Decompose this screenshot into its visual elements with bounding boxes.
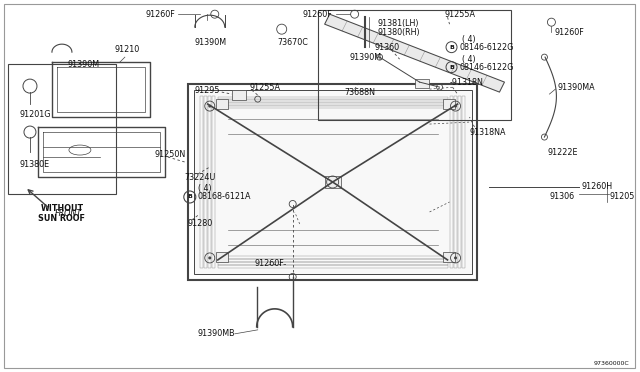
Bar: [188, 84, 477, 280]
Bar: [442, 252, 454, 262]
Text: 91255A: 91255A: [250, 83, 281, 92]
Circle shape: [208, 105, 211, 108]
Text: 91210: 91210: [115, 45, 140, 54]
Text: 91260F: 91260F: [303, 10, 333, 19]
Text: 91390M: 91390M: [195, 38, 227, 46]
Text: 91260H: 91260H: [581, 183, 612, 192]
Bar: [317, 10, 511, 120]
Text: 91380E: 91380E: [20, 160, 50, 169]
Bar: [216, 99, 228, 109]
Bar: [212, 96, 215, 268]
Text: 73670C: 73670C: [278, 38, 308, 46]
Bar: [454, 96, 456, 268]
Bar: [218, 103, 447, 105]
Text: ( 4): ( 4): [461, 35, 475, 44]
Bar: [324, 176, 340, 188]
Text: ( 4): ( 4): [198, 185, 211, 193]
Circle shape: [454, 105, 457, 108]
Text: 91390MB: 91390MB: [197, 329, 235, 339]
Text: ( 4): ( 4): [461, 55, 475, 64]
Bar: [204, 96, 207, 268]
Bar: [218, 256, 447, 259]
Text: 91306: 91306: [549, 192, 574, 202]
Text: 97360000C: 97360000C: [593, 361, 629, 366]
Text: B: B: [449, 45, 454, 49]
Bar: [458, 96, 461, 268]
Text: FRONT: FRONT: [55, 209, 82, 218]
Bar: [461, 96, 465, 268]
Bar: [449, 96, 452, 268]
Bar: [218, 97, 447, 99]
Text: 91260F: 91260F: [255, 259, 285, 269]
Text: 91381(LH): 91381(LH): [378, 19, 419, 28]
Bar: [218, 100, 447, 102]
Bar: [200, 96, 203, 268]
Text: B: B: [188, 195, 192, 199]
Text: 91260F: 91260F: [145, 10, 175, 19]
Bar: [232, 90, 246, 100]
Text: 91318NA: 91318NA: [470, 128, 506, 137]
Polygon shape: [324, 14, 504, 92]
Text: 91222E: 91222E: [547, 148, 578, 157]
Bar: [194, 90, 472, 274]
Text: 08146-6122G: 08146-6122G: [460, 43, 514, 52]
Bar: [218, 262, 447, 265]
Text: 91205: 91205: [609, 192, 635, 202]
Text: 91295: 91295: [195, 86, 220, 94]
Bar: [442, 99, 454, 109]
Text: 91250N: 91250N: [155, 150, 186, 158]
Text: 91260F: 91260F: [554, 28, 584, 37]
Text: 91380(RH): 91380(RH): [378, 28, 420, 37]
Bar: [8, 64, 116, 194]
Bar: [218, 106, 447, 108]
Text: 08168-6121A: 08168-6121A: [198, 192, 252, 202]
Bar: [415, 79, 429, 88]
Text: -91318N: -91318N: [449, 78, 483, 87]
Circle shape: [208, 256, 211, 259]
Circle shape: [454, 256, 457, 259]
Text: 91255A: 91255A: [445, 10, 476, 19]
Text: B: B: [449, 65, 454, 70]
Text: 91390M: 91390M: [68, 60, 100, 68]
Bar: [208, 96, 211, 268]
Bar: [218, 265, 447, 268]
Text: WITHOUT
SUN ROOF: WITHOUT SUN ROOF: [38, 204, 85, 223]
Text: 08146-6122G: 08146-6122G: [460, 62, 514, 72]
Text: 91360: 91360: [374, 43, 400, 52]
Text: 73688N: 73688N: [344, 87, 376, 97]
Bar: [218, 259, 447, 262]
Text: 91201G: 91201G: [20, 110, 51, 119]
Text: 91280: 91280: [188, 219, 213, 228]
Text: 73224U: 73224U: [185, 173, 216, 182]
Text: 91390M: 91390M: [349, 52, 381, 62]
Bar: [216, 252, 228, 262]
Text: 91390MA: 91390MA: [557, 83, 595, 92]
